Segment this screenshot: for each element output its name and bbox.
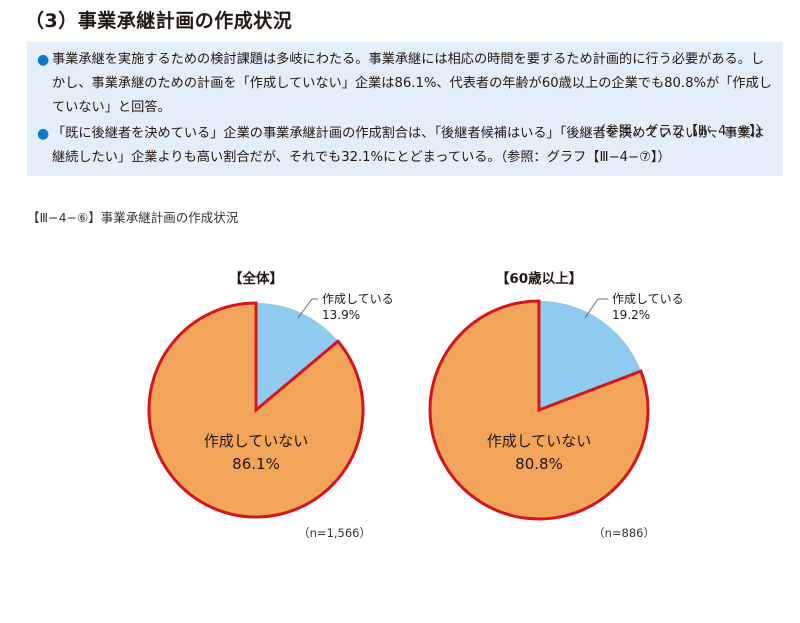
not-created-value: 80.8% — [515, 455, 563, 473]
created-value: 19.2% — [612, 308, 650, 322]
pie-chart-overall: 【全体】 作成している 13.9% 作成していない 86.1% （n=1,566… — [147, 270, 394, 540]
pie-slice-created — [539, 301, 641, 410]
created-value: 13.9% — [322, 308, 360, 322]
not-created-value: 86.1% — [232, 455, 280, 473]
bullet-text: 「既に後継者を決めている」企業の事業承継計画の作成割合は、「後継者候補はいる」「… — [52, 126, 764, 165]
pie-title: 【60歳以上】 — [496, 270, 582, 287]
bullet-dot-icon: ● — [37, 52, 50, 68]
created-label: 作成している — [322, 292, 394, 306]
figure-caption: 【Ⅲ−4−⑥】事業承継計画の作成状況 — [27, 210, 239, 225]
created-label: 作成している — [612, 292, 684, 306]
pie-slice-created — [256, 303, 339, 410]
not-created-label: 作成していない — [204, 432, 309, 450]
not-created-label: 作成していない — [487, 432, 592, 450]
pie-chart-age-60-plus: 【60歳以上】 作成している 19.2% 作成していない 80.8% （n=88… — [428, 270, 684, 540]
summary-bullet-2: ● 「既に後継者を決めている」企業の事業承継計画の作成割合は、「後継者候補はいる… — [37, 122, 777, 170]
pie-title: 【全体】 — [229, 270, 283, 287]
pie-border — [428, 299, 650, 521]
leader-line — [297, 298, 313, 319]
summary-bullet-1: ● 事業承継を実施するための検討課題は多岐にわたる。事業承継には相応の時間を要す… — [37, 48, 777, 144]
bullet-reference: （参照：グラフ【Ⅲ−4−⑥】） — [592, 124, 769, 139]
sample-size: （n=1,566） — [298, 526, 371, 540]
pie-border — [147, 301, 365, 519]
section-heading: （3）事業承継計画の作成状況 — [25, 10, 293, 32]
bullet-dot-icon: ● — [37, 126, 50, 142]
sample-size: （n=886） — [593, 526, 655, 540]
leader-line — [584, 298, 599, 319]
summary-box: ● 事業承継を実施するための検討課題は多岐にわたる。事業承継には相応の時間を要す… — [27, 42, 783, 176]
bullet-text: 事業承継を実施するための検討課題は多岐にわたる。事業承継には相応の時間を要するた… — [52, 52, 772, 115]
